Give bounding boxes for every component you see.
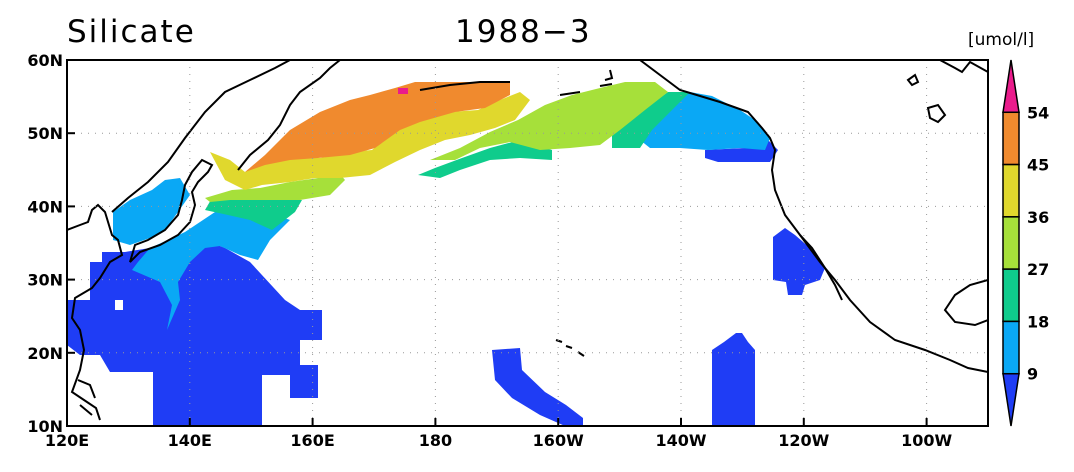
region-level-5 xyxy=(210,92,530,190)
lat-tick-label: 50N xyxy=(27,124,63,143)
vancouver-island xyxy=(906,73,947,124)
lat-tick-label: 10N xyxy=(27,417,63,436)
region-level-1-east xyxy=(712,333,755,426)
region-level-4-mid xyxy=(430,82,668,160)
japan-coast xyxy=(129,158,214,263)
gulf-coast xyxy=(943,279,988,327)
lon-tick-label: 160E xyxy=(290,431,334,450)
region-level-6 xyxy=(245,82,510,172)
lon-tick-label: 140W xyxy=(655,431,706,450)
region-level-7 xyxy=(398,88,408,94)
colorbar-level-label: 9 xyxy=(1027,365,1038,384)
lon-tick-label: 100W xyxy=(901,431,952,450)
philippines xyxy=(77,379,96,416)
axis-ticks: 120E 140E 160E 180 160W 140W 120W 100W 10N 20N 30N… xyxy=(27,51,952,450)
colorbar: 9 18 27 36 45 54 xyxy=(1002,59,1049,427)
lon-tick-label: 140E xyxy=(168,431,212,450)
region-level-2-japan xyxy=(113,178,190,245)
colorbar-swatch xyxy=(1002,111,1020,166)
americas-coast xyxy=(639,60,988,373)
lat-tick-label: 30N xyxy=(27,271,63,290)
plot-frame xyxy=(66,59,989,427)
colorbar-level-label: 36 xyxy=(1027,208,1049,227)
colorbar-units: [umol/l] xyxy=(968,30,1035,50)
silicate-field xyxy=(67,82,825,426)
lon-tick-label: 180 xyxy=(419,431,452,450)
colorbar-swatch xyxy=(1002,320,1020,375)
aleutian-coast xyxy=(419,69,614,96)
colorbar-swatch xyxy=(1002,268,1020,323)
region-level-3-east xyxy=(612,92,690,148)
colorbar-top-arrow xyxy=(1002,59,1020,114)
region-level-1-band xyxy=(492,348,583,426)
variable-title: Silicate xyxy=(67,14,196,50)
colorbar-level-label: 27 xyxy=(1027,260,1049,279)
date-title: 1988−3 xyxy=(455,14,592,50)
colorbar-level-label: 45 xyxy=(1027,156,1049,175)
colorbar-level-label: 18 xyxy=(1027,312,1049,331)
grid-lines xyxy=(67,60,988,426)
asia-coast xyxy=(67,60,291,421)
lon-tick-label: 120E xyxy=(45,431,89,450)
hawaii xyxy=(555,339,585,357)
colorbar-swatch xyxy=(1002,163,1020,218)
lon-tick-label: 160W xyxy=(533,431,584,450)
coastlines xyxy=(67,60,988,421)
region-level-3-mid xyxy=(418,140,552,178)
colorbar-level-label: 54 xyxy=(1027,103,1049,122)
lat-tick-label: 60N xyxy=(27,51,63,70)
region-level-1 xyxy=(67,240,322,426)
colorbar-bottom-arrow xyxy=(1002,372,1020,427)
kamchatka-coast xyxy=(237,60,341,171)
lon-tick-label: 120W xyxy=(778,431,829,450)
region-hole xyxy=(115,300,123,310)
lat-tick-label: 20N xyxy=(27,344,63,363)
colorbar-swatch xyxy=(1002,216,1020,270)
lat-tick-label: 40N xyxy=(27,197,63,216)
region-level-1-baja xyxy=(773,228,825,295)
region-level-4 xyxy=(205,168,345,202)
baja-coast xyxy=(799,234,843,301)
